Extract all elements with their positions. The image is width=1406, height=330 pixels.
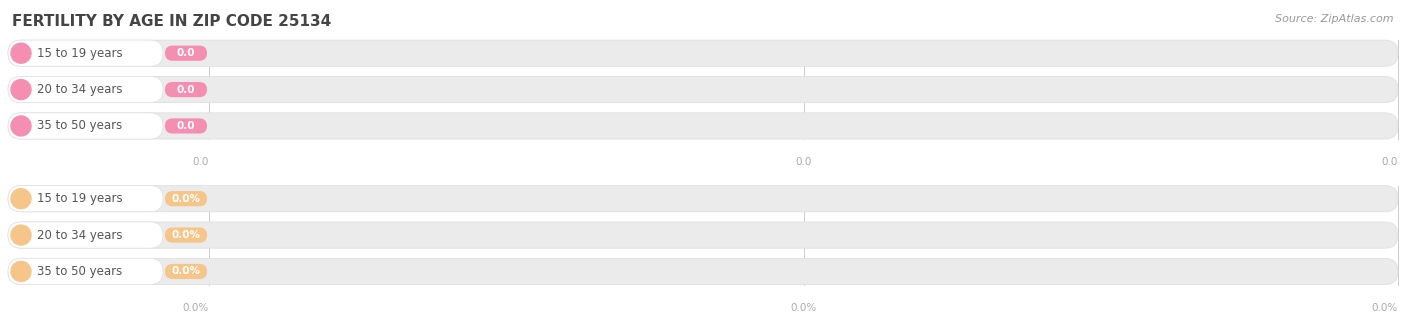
Text: 0.0%: 0.0% <box>1372 303 1398 313</box>
Text: FERTILITY BY AGE IN ZIP CODE 25134: FERTILITY BY AGE IN ZIP CODE 25134 <box>13 14 332 29</box>
Text: 0.0%: 0.0% <box>183 303 209 313</box>
FancyBboxPatch shape <box>8 258 163 284</box>
FancyBboxPatch shape <box>165 82 207 97</box>
FancyBboxPatch shape <box>165 191 207 206</box>
FancyBboxPatch shape <box>8 113 1398 139</box>
FancyBboxPatch shape <box>8 40 1398 66</box>
Text: 0.0%: 0.0% <box>172 266 201 277</box>
Circle shape <box>11 189 31 209</box>
Circle shape <box>11 261 31 281</box>
FancyBboxPatch shape <box>8 185 163 212</box>
Text: 35 to 50 years: 35 to 50 years <box>37 119 122 132</box>
Text: 0.0%: 0.0% <box>172 194 201 204</box>
Text: 35 to 50 years: 35 to 50 years <box>37 265 122 278</box>
Circle shape <box>11 80 31 100</box>
FancyBboxPatch shape <box>8 185 1398 212</box>
FancyBboxPatch shape <box>165 227 207 243</box>
FancyBboxPatch shape <box>8 222 1398 248</box>
Text: 0.0: 0.0 <box>177 48 195 58</box>
FancyBboxPatch shape <box>8 40 163 66</box>
FancyBboxPatch shape <box>8 77 1398 103</box>
Text: 0.0: 0.0 <box>177 121 195 131</box>
Circle shape <box>11 116 31 136</box>
FancyBboxPatch shape <box>165 118 207 134</box>
Circle shape <box>11 225 31 245</box>
FancyBboxPatch shape <box>165 264 207 279</box>
Circle shape <box>11 43 31 63</box>
Text: 0.0: 0.0 <box>177 84 195 95</box>
FancyBboxPatch shape <box>8 113 163 139</box>
Text: 15 to 19 years: 15 to 19 years <box>37 47 122 60</box>
Text: 15 to 19 years: 15 to 19 years <box>37 192 122 205</box>
FancyBboxPatch shape <box>8 77 163 103</box>
Text: 0.0: 0.0 <box>1382 157 1398 167</box>
FancyBboxPatch shape <box>8 222 163 248</box>
Text: 0.0%: 0.0% <box>172 230 201 240</box>
Text: 0.0: 0.0 <box>193 157 209 167</box>
Text: 0.0%: 0.0% <box>790 303 817 313</box>
Text: 0.0: 0.0 <box>796 157 811 167</box>
FancyBboxPatch shape <box>8 258 1398 284</box>
FancyBboxPatch shape <box>165 46 207 61</box>
Text: Source: ZipAtlas.com: Source: ZipAtlas.com <box>1275 14 1393 24</box>
Text: 20 to 34 years: 20 to 34 years <box>37 83 122 96</box>
Text: 20 to 34 years: 20 to 34 years <box>37 229 122 242</box>
